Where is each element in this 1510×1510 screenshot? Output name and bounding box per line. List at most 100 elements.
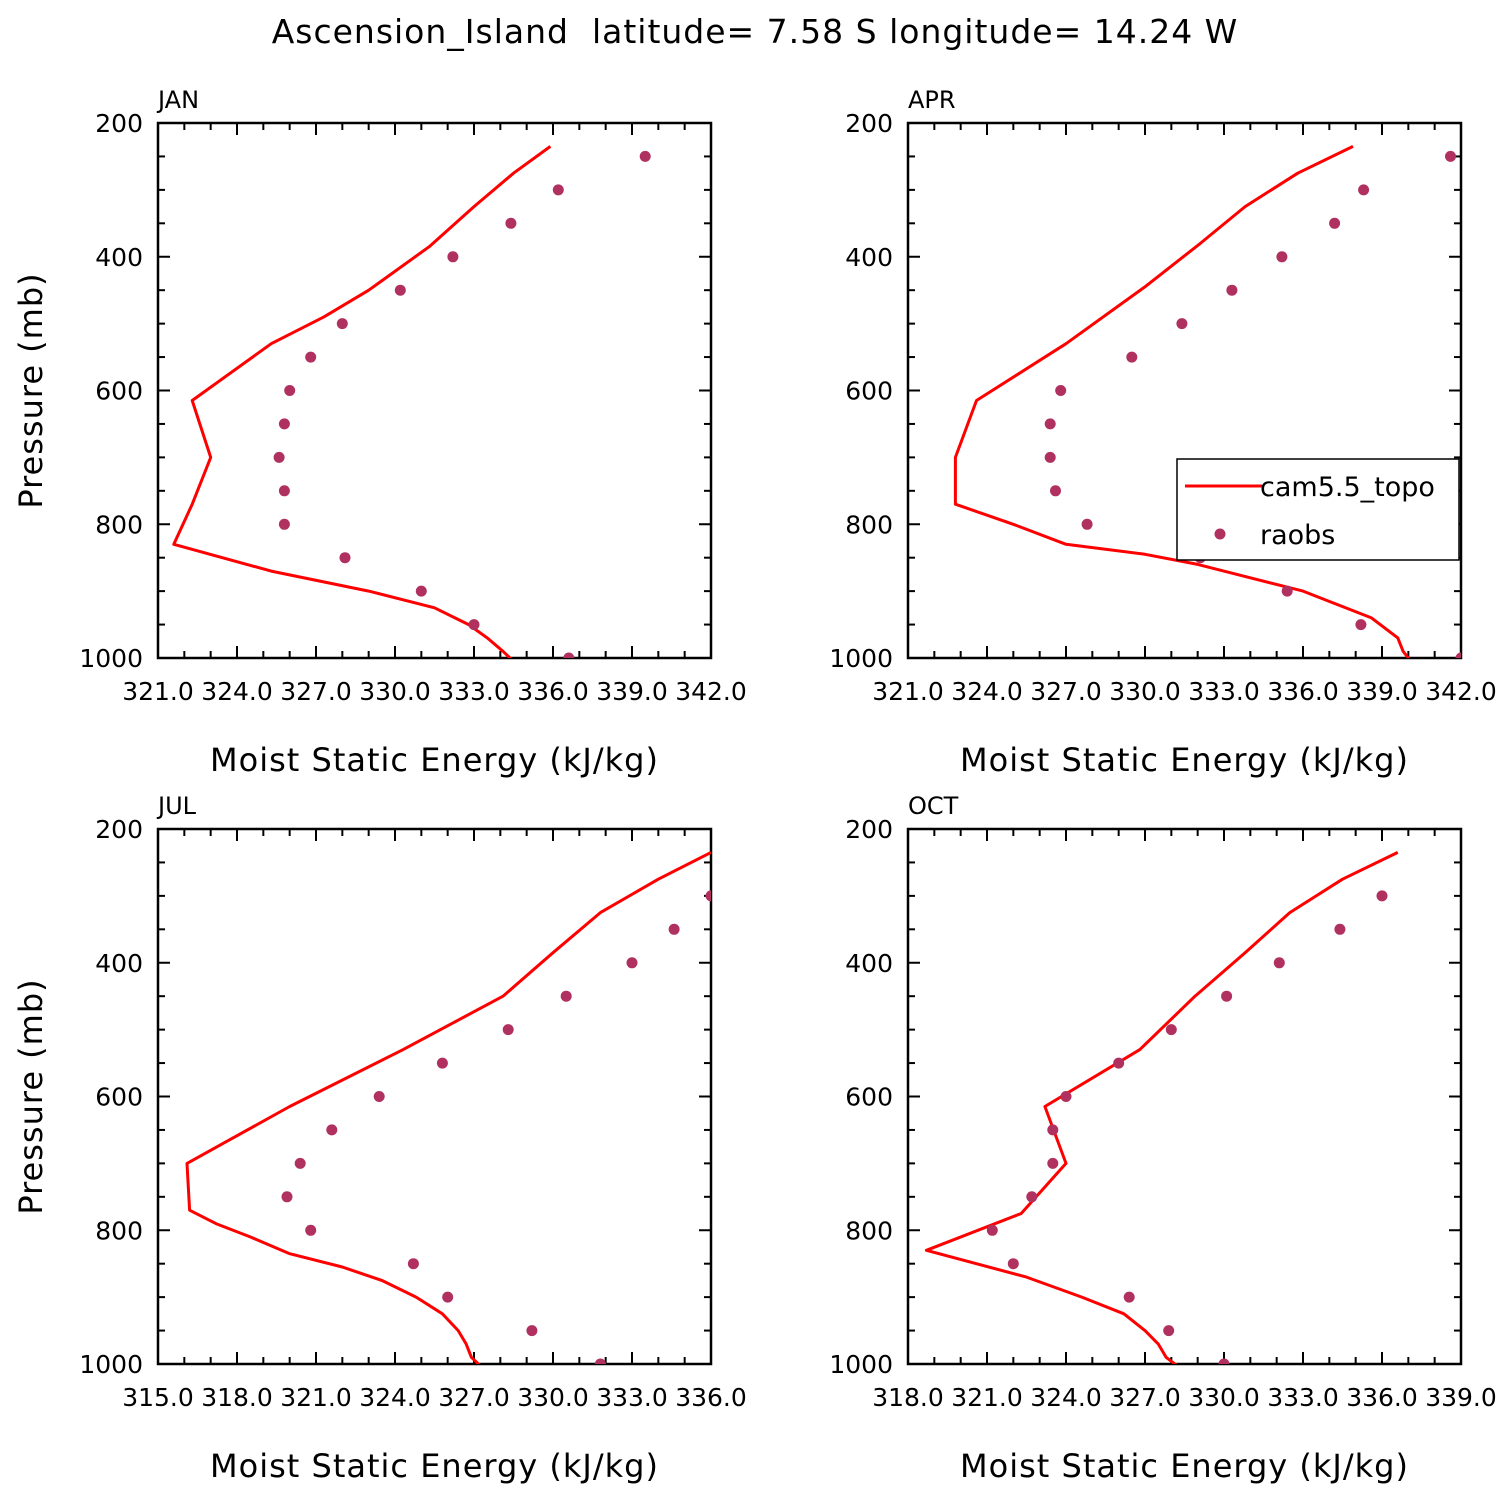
x-tick-label: 321.0 (280, 1383, 352, 1412)
x-tick-label: 330.0 (1109, 677, 1181, 706)
data-point-raobs (326, 1124, 338, 1136)
data-point-raobs (1081, 518, 1093, 530)
x-tick-label: 342.0 (675, 677, 747, 706)
x-axis-label: Moist Static Energy (kJ/kg) (210, 741, 659, 779)
data-point-raobs (278, 485, 290, 497)
x-tick-label: 318.0 (872, 1383, 944, 1412)
data-point-raobs (284, 385, 296, 396)
data-point-raobs (1281, 585, 1293, 597)
data-point-raobs (1050, 485, 1061, 497)
y-axis-label: Pressure (mb) (12, 978, 50, 1214)
x-tick-label: 339.0 (596, 677, 668, 706)
panel-label: JUL (156, 792, 197, 820)
x-tick-label: 324.0 (201, 677, 273, 706)
data-point-raobs (305, 351, 317, 363)
x-tick-label: 327.0 (280, 677, 352, 706)
x-tick-label: 339.0 (1346, 677, 1418, 706)
data-point-raobs (502, 1024, 514, 1036)
data-point-raobs (1358, 184, 1370, 196)
y-tick-label: 1000 (79, 644, 143, 673)
x-axis-label: Moist Static Energy (kJ/kg) (210, 1447, 659, 1485)
x-tick-label: 315.0 (122, 1383, 194, 1412)
data-point-raobs (1329, 217, 1341, 229)
y-tick-label: 400 (95, 243, 143, 272)
data-point-raobs (668, 923, 680, 935)
plot-area (185, 851, 711, 1364)
data-point-raobs (626, 957, 638, 969)
x-tick-label: 336.0 (675, 1383, 747, 1412)
x-tick-label: 324.0 (951, 677, 1023, 706)
data-point-raobs (1221, 990, 1233, 1002)
legend-label-model: cam5.5_topo (1260, 472, 1435, 503)
x-tick-label: 336.0 (517, 677, 589, 706)
data-point-raobs (1047, 1157, 1059, 1169)
x-tick-label: 330.0 (1188, 1383, 1260, 1412)
data-point-raobs (1226, 284, 1238, 296)
data-point-raobs (1163, 1325, 1175, 1337)
panel-apr: 321.0 324.0 327.0 330.0 333.0 336.0 339.0 342.0… (829, 86, 1496, 779)
page-title: Ascension_Island latitude= 7.58 S longit… (271, 12, 1239, 51)
data-point-raobs (1060, 1091, 1072, 1102)
data-point-raobs (278, 418, 290, 430)
x-tick-label: 318.0 (201, 1383, 273, 1412)
data-point-raobs (526, 1325, 538, 1337)
data-point-raobs (407, 1258, 419, 1270)
panel-label: APR (908, 86, 956, 114)
y-tick-label: 200 (845, 109, 893, 138)
y-tick-label: 1000 (829, 1350, 893, 1379)
y-tick-label: 200 (95, 109, 143, 138)
plot-frame (156, 827, 713, 1366)
y-tick-label: 200 (845, 815, 893, 844)
data-point-raobs (1055, 385, 1067, 396)
y-tick-label: 600 (95, 1083, 143, 1112)
x-tick-label: 324.0 (1030, 1383, 1102, 1412)
y-tick-label: 600 (845, 377, 893, 406)
y-axis-label: Pressure (mb) (12, 272, 50, 508)
data-point-raobs (1044, 418, 1056, 430)
data-point-raobs (552, 184, 564, 196)
data-point-raobs (373, 1091, 385, 1102)
data-point-raobs (1455, 652, 1461, 658)
y-tick-label: 400 (845, 949, 893, 978)
x-tick-label: 324.0 (359, 1383, 431, 1412)
data-point-raobs (1123, 1291, 1135, 1303)
data-point-raobs (447, 251, 459, 263)
data-point-raobs (1113, 1057, 1125, 1069)
data-point-raobs (560, 990, 572, 1002)
x-tick-label: 336.0 (1267, 677, 1339, 706)
data-point-raobs (563, 652, 575, 658)
data-point-raobs (1334, 923, 1346, 935)
data-point-raobs (336, 318, 348, 330)
x-tick-label: 321.0 (951, 1383, 1023, 1412)
x-tick-label: 330.0 (359, 677, 431, 706)
legend-box (1176, 458, 1460, 561)
data-point-raobs (394, 284, 406, 296)
plot-area (953, 145, 1461, 658)
panel-oct: 318.0 321.0 324.0 327.0 330.0 333.0 336.0 339.0… (829, 792, 1496, 1485)
series-line-cam5-5-topo (185, 851, 711, 1364)
series-line-cam5-5-topo (953, 145, 1411, 658)
x-tick-label: 339.0 (1425, 1383, 1497, 1412)
x-tick-label: 333.0 (438, 677, 510, 706)
y-tick-label: 400 (845, 243, 893, 272)
data-point-raobs (442, 1291, 454, 1303)
data-point-raobs (705, 890, 711, 902)
x-tick-label: 327.0 (438, 1383, 510, 1412)
x-tick-label: 330.0 (517, 1383, 589, 1412)
data-point-raobs (1044, 451, 1056, 463)
y-tick-label: 800 (95, 1216, 143, 1245)
y-tick-label: 800 (95, 510, 143, 539)
data-point-raobs (339, 552, 351, 564)
x-tick-label: 327.0 (1109, 1383, 1181, 1412)
legend-label-obs: raobs (1260, 520, 1335, 551)
data-point-raobs (986, 1224, 998, 1236)
x-tick-label: 321.0 (872, 677, 944, 706)
plot-frame (156, 121, 713, 660)
x-tick-label: 336.0 (1346, 1383, 1418, 1412)
data-point-raobs (281, 1191, 293, 1203)
x-tick-label: 321.0 (122, 677, 194, 706)
y-tick-label: 1000 (79, 1350, 143, 1379)
y-tick-label: 800 (845, 510, 893, 539)
data-point-raobs (594, 1358, 606, 1364)
data-point-raobs (505, 217, 517, 229)
